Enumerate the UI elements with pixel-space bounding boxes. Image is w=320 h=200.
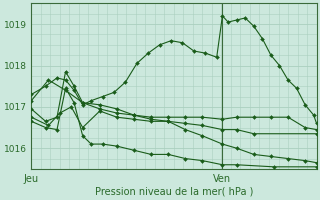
X-axis label: Pression niveau de la mer( hPa ): Pression niveau de la mer( hPa ) [95,187,253,197]
